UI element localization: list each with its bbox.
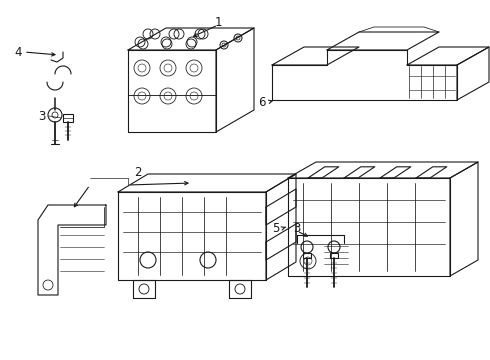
Text: 3: 3 <box>294 221 301 234</box>
Bar <box>63 114 73 122</box>
Text: 1: 1 <box>214 15 222 28</box>
Text: 2: 2 <box>134 166 142 180</box>
Text: 3: 3 <box>38 109 46 122</box>
Text: 4: 4 <box>14 45 22 58</box>
Text: 5: 5 <box>272 221 280 234</box>
Bar <box>303 253 311 258</box>
Bar <box>330 253 338 258</box>
Text: 6: 6 <box>258 95 266 108</box>
